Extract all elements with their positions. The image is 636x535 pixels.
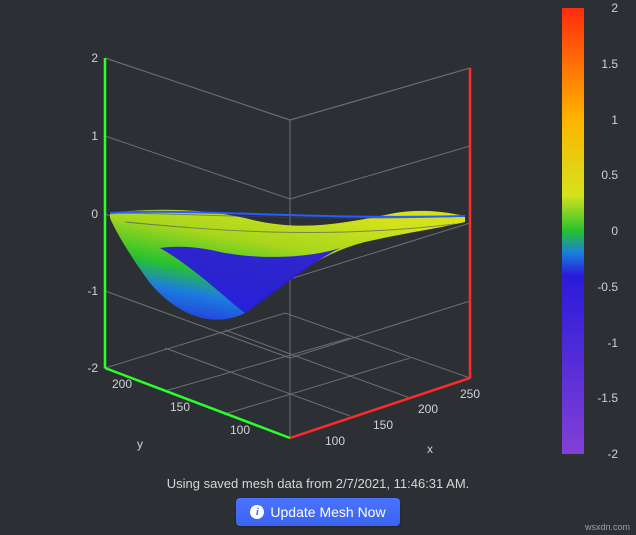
colorbar-tick: 0 bbox=[611, 224, 618, 238]
svg-text:200: 200 bbox=[112, 377, 132, 391]
y-axis-label: y bbox=[137, 437, 143, 451]
colorbar-tick: -2 bbox=[607, 447, 618, 461]
colorbar-tick: 0.5 bbox=[601, 168, 618, 182]
svg-text:2: 2 bbox=[91, 51, 98, 65]
svg-text:250: 250 bbox=[460, 387, 480, 401]
colorbar-tick: 2 bbox=[611, 1, 618, 15]
svg-text:0: 0 bbox=[91, 207, 98, 221]
update-mesh-label: Update Mesh Now bbox=[270, 504, 385, 520]
info-icon: i bbox=[250, 505, 264, 519]
svg-text:150: 150 bbox=[170, 400, 190, 414]
x-axis-label: x bbox=[427, 442, 433, 456]
surface-3d-chart[interactable]: 2 1 0 -1 -2 200 150 100 y 250 200 150 10… bbox=[10, 8, 555, 468]
colorbar-tick: 1.5 bbox=[601, 57, 618, 71]
svg-text:-1: -1 bbox=[87, 284, 98, 298]
colorbar-tick: 1 bbox=[611, 113, 618, 127]
svg-text:150: 150 bbox=[373, 418, 393, 432]
update-mesh-button[interactable]: i Update Mesh Now bbox=[236, 498, 399, 526]
colorbar bbox=[562, 8, 584, 454]
svg-text:100: 100 bbox=[230, 423, 250, 437]
svg-text:200: 200 bbox=[418, 402, 438, 416]
colorbar-ticks: 21.510.50-0.5-1-1.5-2 bbox=[586, 8, 620, 454]
mesh-status-text: Using saved mesh data from 2/7/2021, 11:… bbox=[0, 476, 636, 491]
colorbar-tick: -1.5 bbox=[597, 391, 618, 405]
watermark: wsxdn.com bbox=[585, 522, 630, 532]
svg-text:100: 100 bbox=[325, 434, 345, 448]
svg-text:-2: -2 bbox=[87, 361, 98, 375]
surface-mesh bbox=[110, 210, 465, 320]
colorbar-tick: -0.5 bbox=[597, 280, 618, 294]
svg-text:1: 1 bbox=[91, 129, 98, 143]
colorbar-tick: -1 bbox=[607, 336, 618, 350]
